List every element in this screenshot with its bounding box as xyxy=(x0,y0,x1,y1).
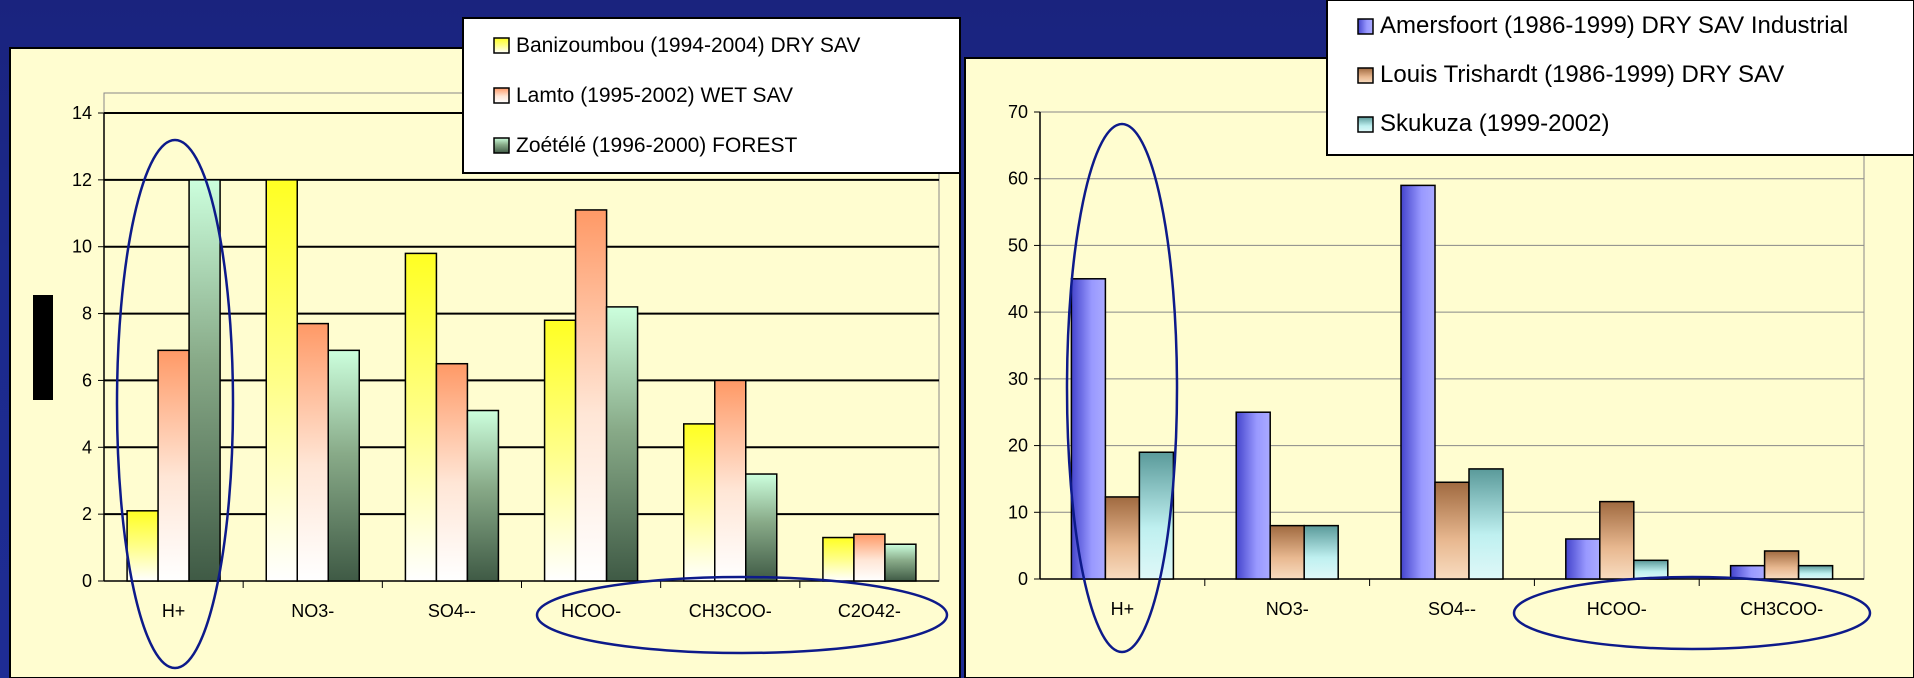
bar xyxy=(1269,524,1305,580)
bar xyxy=(1763,550,1800,580)
bar xyxy=(714,379,747,582)
bar xyxy=(1400,184,1436,580)
bar xyxy=(327,349,360,582)
bar xyxy=(745,473,778,582)
y-tick-label: 40 xyxy=(1008,302,1028,322)
bar xyxy=(296,322,329,582)
legend-swatch xyxy=(1357,18,1374,35)
x-tick-label: H+ xyxy=(162,601,186,621)
bar xyxy=(1235,411,1271,580)
y-tick-label: 14 xyxy=(72,103,92,123)
x-tick-label: NO3- xyxy=(1266,599,1309,619)
bar xyxy=(1104,496,1141,580)
left-highlight-ellipse-hplus xyxy=(115,138,235,670)
y-tick-label: 0 xyxy=(82,571,92,591)
legend-swatch xyxy=(493,87,510,104)
bar xyxy=(1797,564,1834,580)
left-legend: Banizoumbou (1994-2004) DRY SAV Lamto (19… xyxy=(462,17,961,174)
bar xyxy=(683,423,716,582)
bar xyxy=(543,319,577,582)
legend-label: Banizoumbou (1994-2004) DRY SAV xyxy=(516,34,860,57)
x-tick-label: HCOO- xyxy=(561,601,621,621)
x-tick-label: CH3COO- xyxy=(689,601,772,621)
left-chart-side-mark xyxy=(33,295,53,400)
y-tick-label: 10 xyxy=(1008,502,1028,522)
y-tick-label: 10 xyxy=(72,237,92,257)
x-tick-label: HCOO- xyxy=(1587,599,1647,619)
bar xyxy=(265,179,298,582)
bar xyxy=(1070,278,1107,580)
bar xyxy=(1303,524,1339,580)
legend-label: Amersfoort (1986-1999) DRY SAV Industria… xyxy=(1380,12,1848,39)
legend-swatch xyxy=(1357,67,1374,84)
legend-swatch xyxy=(493,37,510,54)
y-tick-label: 8 xyxy=(82,304,92,324)
bar xyxy=(574,209,608,582)
bar xyxy=(1138,451,1175,580)
bar xyxy=(822,536,855,582)
legend-label: Skukuza (1999-2002) xyxy=(1380,110,1609,137)
x-tick-label: CH3COO- xyxy=(1740,599,1823,619)
bar xyxy=(605,306,639,582)
bar xyxy=(1468,468,1504,580)
left-highlight-ellipse-organics xyxy=(535,575,949,655)
bar xyxy=(404,252,438,582)
x-tick-label: SO4-- xyxy=(1428,599,1476,619)
y-tick-label: 60 xyxy=(1008,169,1028,189)
bar xyxy=(188,179,221,582)
bar xyxy=(1565,538,1601,580)
x-tick-label: SO4-- xyxy=(428,601,476,621)
y-tick-label: 50 xyxy=(1008,235,1028,255)
bar xyxy=(435,362,469,582)
y-tick-label: 2 xyxy=(82,504,92,524)
bar xyxy=(884,543,917,582)
x-tick-label: C2O42- xyxy=(838,601,901,621)
y-tick-label: 70 xyxy=(1008,102,1028,122)
y-tick-label: 20 xyxy=(1008,436,1028,456)
bar xyxy=(853,533,886,582)
legend-label: Lamto (1995-2002) WET SAV xyxy=(516,84,793,107)
legend-label: Louis Trishardt (1986-1999) DRY SAV xyxy=(1380,61,1784,88)
bar xyxy=(157,349,190,582)
right-legend: Amersfoort (1986-1999) DRY SAV Industria… xyxy=(1326,0,1914,156)
bar xyxy=(466,409,500,582)
legend-swatch xyxy=(493,137,510,154)
left-chart: 0 2 4 6 8 10 12 14 H+ NO3- SO4-- HCOO- CH3COO- C2O42… xyxy=(9,17,961,678)
y-tick-label: 30 xyxy=(1008,369,1028,389)
right-highlight-ellipse-hplus xyxy=(1065,122,1179,654)
legend-swatch xyxy=(1357,116,1374,133)
x-tick-label: H+ xyxy=(1111,599,1135,619)
left-chart-plot-area xyxy=(103,92,940,582)
x-tick-label: NO3- xyxy=(291,601,334,621)
right-highlight-ellipse-organics xyxy=(1512,575,1872,651)
legend-label: Zoétélé (1996-2000) FOREST xyxy=(516,134,797,157)
bar xyxy=(1434,481,1470,580)
y-tick-label: 6 xyxy=(82,370,92,390)
bar xyxy=(126,510,159,582)
y-tick-label: 0 xyxy=(1018,569,1028,589)
y-tick-label: 4 xyxy=(82,437,92,457)
y-tick-label: 12 xyxy=(72,170,92,190)
bar xyxy=(1599,500,1635,580)
